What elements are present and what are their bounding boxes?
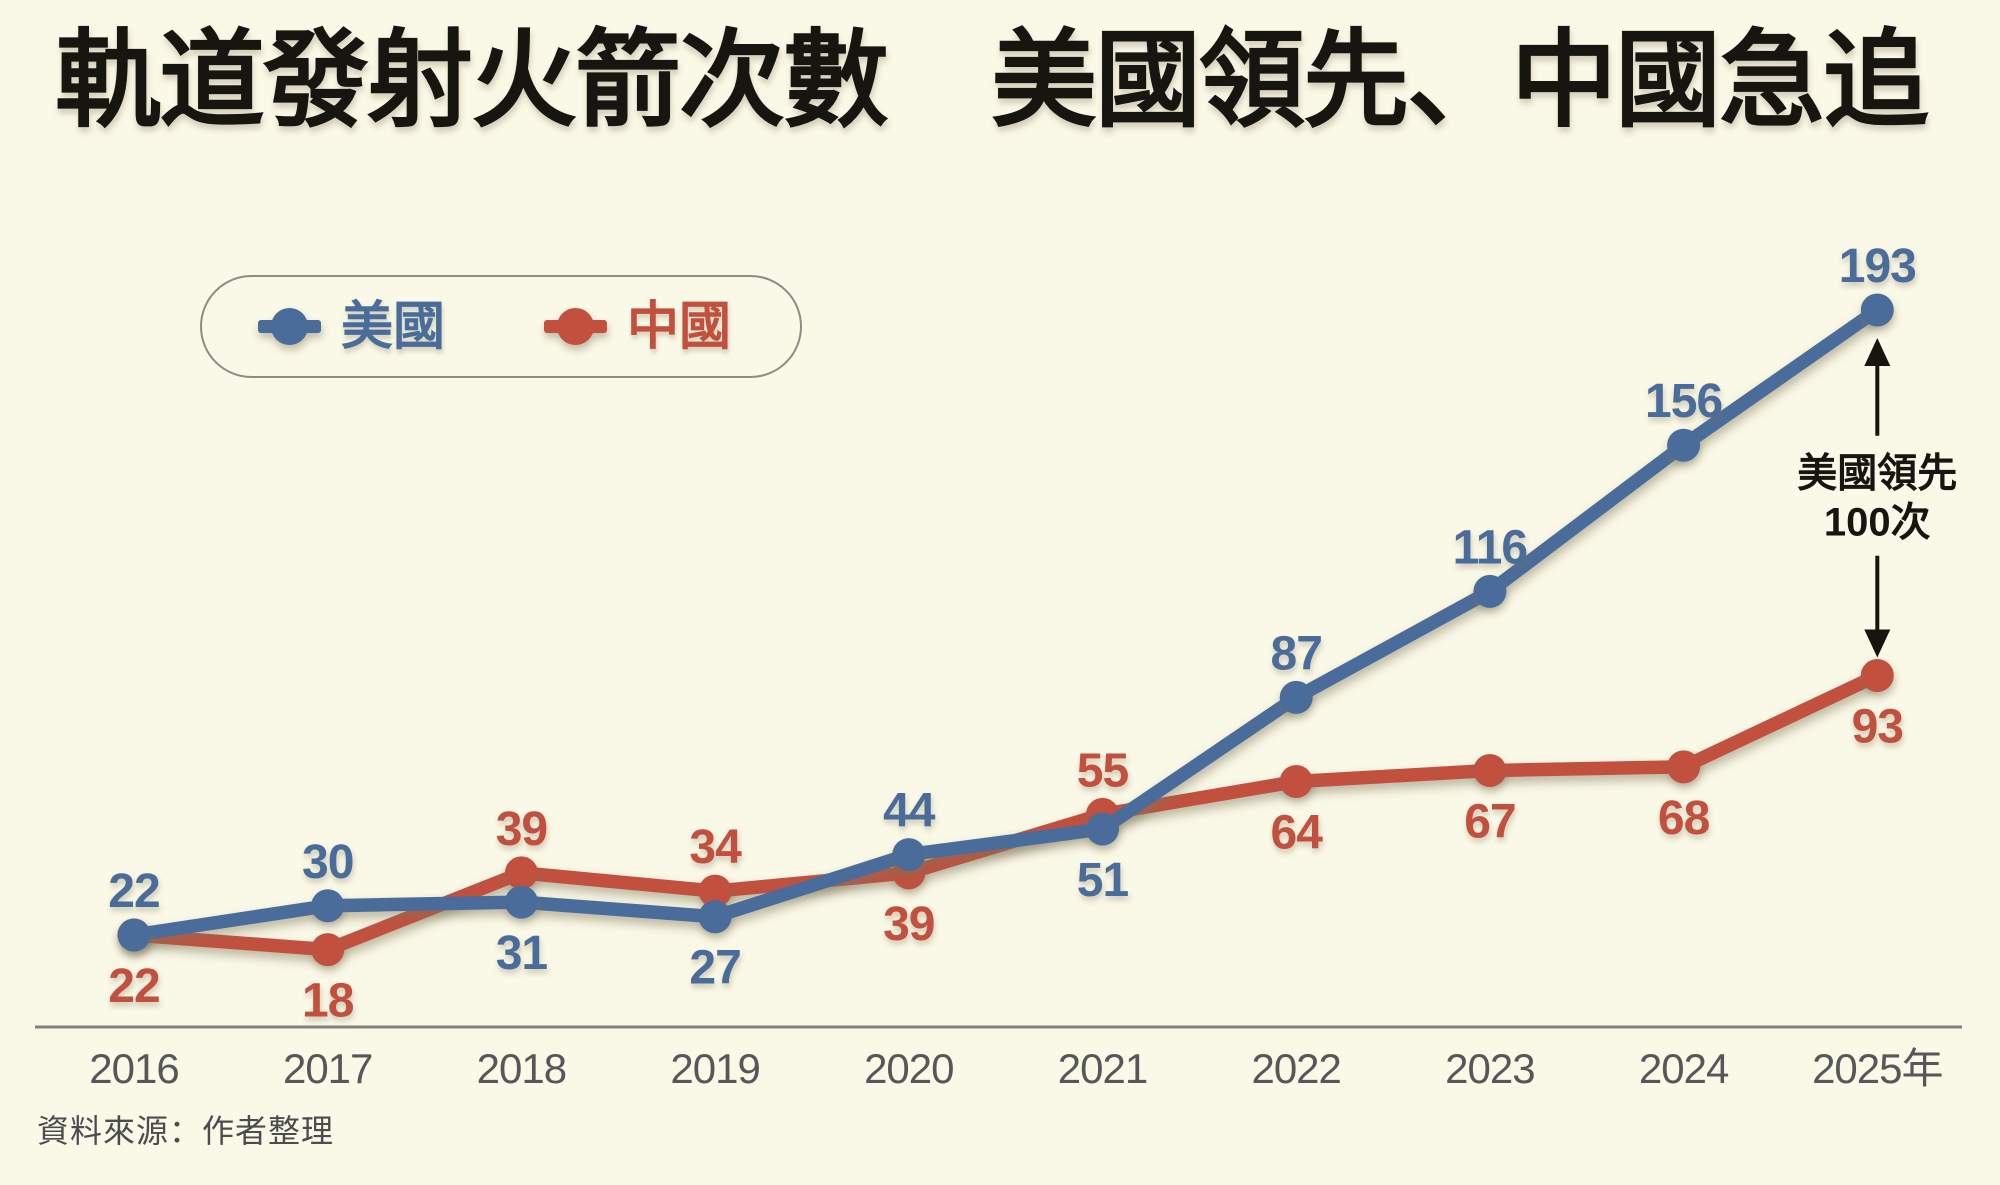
data-point-美國-2024: [1667, 428, 1701, 462]
annotation-text-line1: 美國領先: [1797, 451, 1957, 496]
data-label-中國-2025年: 93: [1852, 700, 1903, 753]
data-point-美國-2018: [504, 885, 538, 919]
data-label-中國-2019: 34: [689, 821, 742, 874]
china-line-dot-marker-icon: [544, 307, 608, 346]
legend: 美國 中國: [200, 275, 802, 378]
data-label-美國-2025年: 193: [1839, 240, 1916, 293]
legend-label-us: 美國: [341, 297, 446, 356]
data-label-美國-2024: 156: [1645, 375, 1722, 428]
data-point-中國-2025年: [1860, 658, 1894, 692]
data-point-美國-2022: [1279, 680, 1313, 714]
legend-label-china: 中國: [627, 297, 732, 356]
x-axis-tick-label: 2017: [283, 1045, 372, 1092]
china-marker-dot: [557, 307, 595, 345]
data-label-美國-2019: 27: [689, 942, 740, 995]
x-axis-tick-label: 2016: [89, 1045, 178, 1092]
data-label-中國-2018: 39: [496, 803, 547, 856]
data-label-中國-2016: 22: [108, 960, 159, 1013]
x-axis-tick-label: 2025年: [1812, 1045, 1942, 1092]
x-axis-tick-label: 2018: [477, 1045, 566, 1092]
data-point-美國-2023: [1473, 574, 1507, 608]
data-label-美國-2017: 30: [302, 836, 353, 889]
data-label-美國-2020: 44: [883, 785, 936, 838]
legend-item-us: 美國: [258, 301, 445, 353]
data-label-美國-2023: 116: [1453, 521, 1527, 574]
x-axis-tick-label: 2019: [670, 1045, 759, 1092]
data-point-中國-2018: [504, 856, 538, 890]
data-point-中國-2019: [698, 874, 732, 908]
data-label-中國-2021: 55: [1077, 744, 1129, 797]
data-label-中國-2020: 39: [883, 898, 934, 951]
page-title: 軌道發射火箭次數 美國領先、中國急追: [55, 22, 1929, 140]
data-point-美國-2021: [1086, 812, 1119, 846]
annotation-text-line2: 100次: [1824, 501, 1931, 545]
legend-item-china: 中國: [544, 301, 731, 353]
data-label-中國-2023: 67: [1464, 796, 1515, 849]
data-point-美國-2017: [311, 889, 345, 923]
series-line-美國: [127, 303, 1885, 942]
data-point-中國-2017: [311, 933, 345, 967]
data-label-中國-2024: 68: [1658, 792, 1710, 845]
data-point-美國-2016: [117, 918, 151, 952]
x-axis-tick-label: 2021: [1058, 1045, 1147, 1092]
annotation-arrow-up-head: [1864, 337, 1891, 366]
source-note: 資料來源：作者整理: [37, 1113, 335, 1149]
data-point-美國-2025年: [1860, 293, 1894, 327]
data-label-美國-2018: 31: [496, 927, 548, 980]
us-marker-dot: [271, 307, 308, 345]
data-label-美國-2016: 22: [108, 865, 159, 918]
data-label-中國-2022: 64: [1271, 806, 1324, 859]
x-axis-tick-label: 2023: [1445, 1045, 1534, 1092]
annotation-arrow-down-head: [1864, 629, 1891, 658]
data-label-美國-2021: 51: [1077, 854, 1129, 907]
us-line-dot-marker-icon: [258, 307, 321, 346]
data-point-美國-2020: [892, 838, 926, 872]
data-label-中國-2017: 18: [302, 975, 354, 1028]
data-point-中國-2024: [1667, 750, 1701, 784]
x-axis-tick-label: 2020: [864, 1045, 953, 1092]
data-label-美國-2022: 87: [1271, 627, 1322, 680]
data-point-中國-2023: [1473, 754, 1507, 788]
x-axis-tick-label: 2024: [1639, 1045, 1729, 1092]
x-axis-tick-label: 2022: [1251, 1045, 1340, 1092]
data-point-美國-2019: [698, 900, 732, 934]
data-point-中國-2022: [1279, 764, 1313, 798]
